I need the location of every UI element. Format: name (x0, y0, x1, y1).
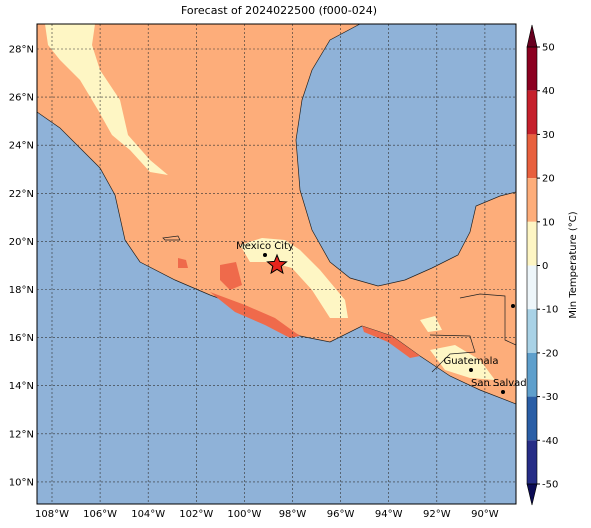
borders (162, 235, 516, 373)
warm-patch (430, 345, 495, 380)
city-label: Guatemala (443, 356, 498, 367)
colorbar-band (527, 352, 537, 397)
colorbar-band (527, 221, 537, 266)
city-dot (469, 368, 473, 372)
city-markers: Mexico City Guatemala San Salvador (236, 241, 538, 394)
lon-label: 108°W (35, 509, 69, 520)
colorbar-tick-label: 20 (542, 174, 555, 185)
graticule (37, 24, 516, 504)
land (37, 24, 516, 405)
hot-patch (178, 258, 420, 358)
colorbar-band (527, 178, 537, 222)
colorbar-band (527, 265, 537, 310)
lon-label: 104°W (131, 509, 165, 520)
colorbar-band (527, 309, 537, 353)
lon-label: 106°W (83, 509, 117, 520)
colorbar-tick-label: 40 (542, 86, 555, 97)
lat-label: 12°N (9, 429, 34, 440)
colorbar-label: Min Temperature (°C) (568, 211, 579, 318)
colorbar-band (527, 47, 537, 91)
colorbar-extend (526, 483, 538, 506)
lon-label: 98°W (279, 509, 307, 520)
colorbar-band (527, 396, 537, 441)
warm-patch (240, 238, 348, 318)
lat-label: 26°N (9, 93, 34, 104)
forecast-point (266, 253, 288, 275)
lat-label: 10°N (9, 477, 34, 488)
city-dot (501, 390, 505, 394)
lon-label: 102°W (179, 509, 213, 520)
lon-label: 90°W (471, 509, 499, 520)
city-label: Mexico City (236, 241, 294, 252)
lat-label: 18°N (9, 285, 34, 296)
lat-label: 28°N (9, 45, 34, 56)
lat-label: 22°N (9, 189, 34, 200)
city-dot (263, 253, 267, 257)
title: Forecast of 2024022500 (f000-024) (181, 4, 377, 17)
colorbar-tick-label: -20 (542, 348, 558, 359)
colorbar-tick-label: -30 (542, 392, 558, 403)
colorbar-tick-label: 50 (542, 43, 555, 54)
lat-label: 14°N (9, 381, 34, 392)
colorbar-tick-label: 0 (542, 261, 548, 272)
lon-label: 92°W (423, 509, 451, 520)
lon-label: 100°W (227, 509, 261, 520)
colorbar-tick-label: 30 (542, 130, 555, 141)
colorbar-extend (526, 24, 538, 48)
colorbar-tick-label: 10 (542, 217, 555, 228)
lon-label: 94°W (375, 509, 403, 520)
city-dot (511, 304, 515, 308)
city-label: San Salvador (471, 378, 538, 389)
colorbar-band (527, 90, 537, 135)
colorbar-band (527, 440, 537, 484)
colorbar-tick-label: -40 (542, 436, 558, 447)
lat-label: 24°N (9, 141, 34, 152)
lat-label: 20°N (9, 237, 34, 248)
warm-patch (45, 24, 168, 175)
colorbar: 50 40 30 20 10 0 -10 -20 -30 -40 -50 (526, 24, 558, 506)
colorbar-tick-label: -50 (542, 480, 558, 491)
colorbar-tick-label: -10 (542, 305, 558, 316)
lon-label: 96°W (327, 509, 355, 520)
lat-label: 16°N (9, 333, 34, 344)
map-area (37, 24, 516, 504)
map-frame (36, 23, 517, 505)
colorbar-band (527, 134, 537, 179)
